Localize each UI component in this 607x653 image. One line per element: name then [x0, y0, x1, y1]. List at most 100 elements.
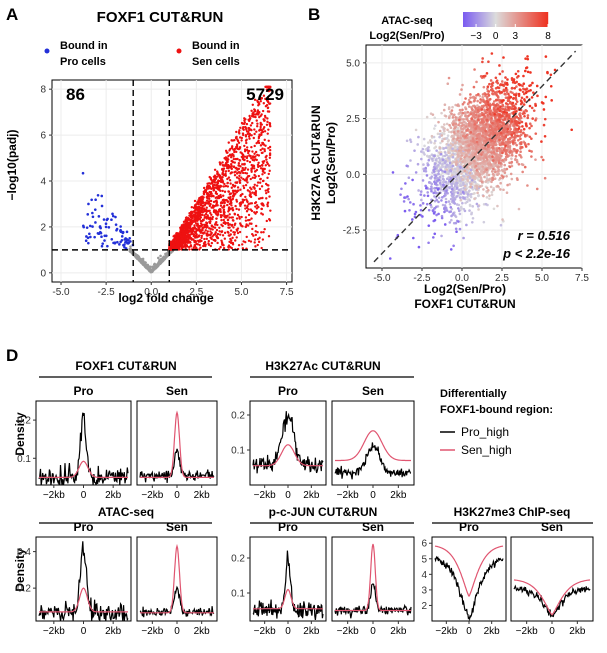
corr-point: [438, 161, 442, 165]
volcano-point-sen: [268, 195, 271, 198]
count-pro: 86: [66, 85, 85, 104]
corr-point: [462, 197, 465, 200]
corr-point: [482, 85, 486, 89]
volcano-point-sen: [168, 246, 171, 250]
volcano-point-sen: [231, 236, 234, 240]
volcano-point-sen: [194, 222, 198, 225]
volcano-point-ns: [156, 264, 159, 268]
volcano-point-sen: [245, 141, 248, 145]
volcano-point-sen: [251, 176, 255, 179]
volcano-point-sen: [223, 182, 226, 186]
corr-point: [455, 181, 458, 184]
volcano-point-pro: [102, 218, 106, 221]
corr-point: [474, 147, 478, 151]
corr-point: [460, 146, 464, 149]
corr-point: [459, 184, 463, 187]
corr-point: [441, 158, 445, 161]
volcano-point-ns: [165, 252, 169, 255]
corr-point: [430, 182, 434, 186]
volcano-point-sen: [245, 172, 249, 175]
volcano-point-sen: [253, 128, 256, 131]
volcano-point-sen: [213, 168, 217, 172]
volcano-point-sen: [215, 217, 218, 220]
volcano-point-sen: [228, 153, 232, 157]
corr-point: [450, 214, 453, 218]
corr-point: [478, 185, 482, 188]
corr-point: [454, 115, 457, 119]
volcano-point-sen: [223, 190, 227, 193]
volcano-point-sen: [222, 194, 225, 197]
corr-point: [444, 180, 447, 184]
corr-point: [486, 162, 490, 165]
volcano-point-sen: [208, 204, 212, 208]
corr-point: [447, 116, 451, 120]
volcano-point-pro: [124, 247, 128, 250]
volcano-point-sen: [227, 141, 230, 144]
corr-point: [510, 157, 513, 160]
corr-point: [445, 177, 449, 181]
corr-point: [472, 112, 476, 115]
corr-point: [455, 187, 459, 190]
corr-point: [467, 148, 471, 152]
volcano-point-pro: [100, 194, 104, 198]
volcano-point-sen: [247, 151, 250, 155]
volcano-point-sen: [250, 134, 253, 137]
corr-point: [496, 204, 499, 208]
volcano-point-sen: [215, 220, 218, 224]
volcano-point-sen: [228, 179, 232, 182]
corr-point: [509, 172, 513, 176]
volcano-point-sen: [210, 195, 213, 198]
volcano-point-sen: [251, 232, 254, 236]
legend-pro-line1: Bound in: [60, 40, 108, 52]
corr-point: [468, 176, 472, 180]
volcano-point-sen: [226, 181, 229, 185]
volcano-point-sen: [226, 221, 230, 225]
volcano-point-sen: [266, 204, 269, 208]
volcano-point-sen: [260, 151, 264, 155]
volcano-point-sen: [223, 237, 227, 240]
volcano-point-sen: [227, 248, 230, 251]
volcano-point-ns: [160, 259, 164, 263]
volcano-point-sen: [238, 159, 241, 162]
volcano-point-sen: [230, 204, 233, 207]
corr-point: [472, 147, 475, 150]
volcano-point-sen: [237, 141, 241, 145]
corr-point: [469, 139, 473, 143]
volcano-point-sen: [256, 122, 259, 125]
corr-point: [460, 127, 464, 131]
corr-point: [510, 177, 514, 181]
corr-point: [492, 188, 495, 192]
corr-point: [450, 218, 453, 222]
corr-point: [469, 162, 473, 165]
corr-point: [437, 196, 441, 200]
legend-sen-line1: Bound in: [192, 40, 240, 52]
colorbar-tick-label: 3: [513, 31, 519, 42]
volcano-point-sen: [220, 201, 223, 204]
corr-point: [467, 124, 471, 127]
corr-point: [452, 212, 455, 215]
corr-point: [442, 183, 445, 186]
corr-point: [505, 191, 509, 194]
corr-point: [475, 145, 478, 149]
volcano-point-sen: [196, 224, 199, 227]
corr-point: [405, 164, 409, 168]
volcano-point-sen: [245, 177, 248, 180]
corr-point: [446, 134, 450, 137]
volcano-point-sen: [259, 148, 262, 152]
volcano-point-sen: [234, 239, 237, 242]
corr-point: [470, 212, 473, 216]
corr-point: [457, 188, 461, 192]
volcano-point-sen: [262, 161, 265, 165]
volcano-point-sen: [212, 187, 215, 190]
corr-point: [459, 192, 463, 196]
volcano-point-sen: [208, 227, 211, 230]
volcano-point-sen: [195, 234, 198, 237]
volcano-point-sen: [256, 163, 260, 167]
volcano-point-pro: [107, 226, 111, 229]
volcano-point-sen: [235, 181, 239, 184]
volcano-point-sen: [205, 215, 208, 219]
corr-point: [450, 109, 454, 112]
volcano-point-sen: [189, 229, 192, 232]
corr-point: [486, 87, 489, 91]
